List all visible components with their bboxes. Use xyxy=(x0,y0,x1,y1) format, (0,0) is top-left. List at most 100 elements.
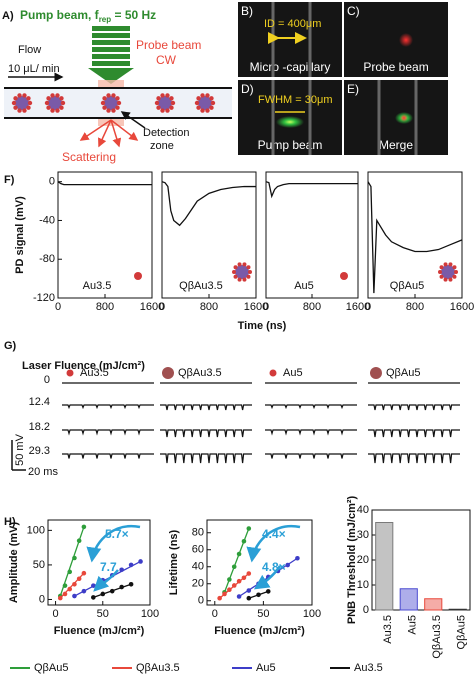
particle-dot xyxy=(115,96,120,101)
fluence-trace xyxy=(160,404,252,411)
trace xyxy=(265,181,358,199)
y-tick-label: 100 xyxy=(27,524,45,536)
point xyxy=(265,589,271,594)
ratio-arrow xyxy=(93,569,119,592)
particle-dot xyxy=(165,93,170,98)
particle-icon xyxy=(134,272,142,280)
point xyxy=(62,583,68,588)
particle-dot xyxy=(26,105,31,110)
legend-label: Au3.5 xyxy=(354,662,383,674)
fluence-trace xyxy=(62,453,154,459)
point xyxy=(217,595,222,601)
particle-dot xyxy=(448,277,453,282)
particle-dot xyxy=(17,93,22,98)
point xyxy=(241,575,247,581)
column-label: QβAu3.5 xyxy=(178,367,222,379)
fluence-title: Laser Fluence (mJ/cm²) xyxy=(22,360,145,372)
panel-label: H) xyxy=(4,516,16,528)
particle-dot xyxy=(232,270,236,274)
particle-core xyxy=(15,96,29,110)
x-tick-label: Au5 xyxy=(407,615,419,635)
particle-dot xyxy=(439,265,444,270)
x-tick-label: 1600 xyxy=(140,301,164,313)
fluence-trace xyxy=(62,429,154,436)
point xyxy=(67,569,73,575)
particle-icon xyxy=(441,265,455,279)
particle-dot xyxy=(156,96,161,101)
particle-dot xyxy=(46,96,51,101)
x-tick-label: 0 xyxy=(52,608,58,620)
image-caption: Probe beam xyxy=(363,60,428,74)
point xyxy=(227,587,232,592)
trace-label: QβAu5 xyxy=(390,280,424,292)
pump-stripe xyxy=(92,26,130,31)
point xyxy=(57,595,63,601)
point xyxy=(81,524,87,530)
panel-label: C) xyxy=(347,4,360,18)
particle-dot xyxy=(160,108,165,113)
fluence-trace xyxy=(265,453,357,459)
particle-dot xyxy=(11,100,17,106)
panel-label: B) xyxy=(241,4,253,18)
particle-core xyxy=(198,96,212,110)
fluence-trace xyxy=(368,404,460,411)
particle-dot xyxy=(237,277,242,282)
particle-dot xyxy=(200,108,205,113)
x-axis-label: Time (ns) xyxy=(238,320,287,332)
particle-dot xyxy=(27,100,33,106)
particle-dot xyxy=(59,96,64,101)
legend-label: Au5 xyxy=(256,662,276,674)
ratio-label: 4.4× xyxy=(262,527,286,541)
y-tick-label: 40 xyxy=(192,561,204,573)
ratio-label: 7.7 xyxy=(100,560,117,574)
pump-stripe xyxy=(92,47,130,52)
ratio-label: 5.7× xyxy=(105,527,129,541)
ratio-label: 4.8× xyxy=(262,560,286,574)
image-caption: Pump beam xyxy=(258,138,323,152)
legend-label: QβAu5 xyxy=(34,662,68,674)
scatter-arrow xyxy=(110,119,139,141)
point xyxy=(62,591,68,597)
point xyxy=(119,584,124,590)
y-tick-label: -80 xyxy=(39,253,55,265)
bar xyxy=(399,588,418,611)
fwhm-label: FWHM = 30μm xyxy=(258,94,332,106)
x-axis-label: Fluence (mJ/cm²) xyxy=(54,625,145,637)
particle-dot xyxy=(50,93,55,98)
scale-label-v: 50 mV xyxy=(14,433,26,465)
y-tick-label: 80 xyxy=(192,527,204,539)
particle-dot xyxy=(55,108,60,113)
particle-dot xyxy=(246,274,251,279)
particle-dot xyxy=(205,108,210,113)
detection-label: Detection xyxy=(143,127,189,139)
particle-dot xyxy=(233,265,238,270)
x-tick-label: 0 xyxy=(55,301,61,313)
point xyxy=(231,583,237,588)
y-axis-label: PD signal (mV) xyxy=(14,196,26,274)
scattering-label: Scattering xyxy=(62,150,116,164)
particle-dot xyxy=(50,108,55,113)
particle-dot xyxy=(100,100,106,106)
point xyxy=(91,583,96,588)
point xyxy=(236,594,242,599)
trace xyxy=(57,181,152,186)
point xyxy=(236,551,242,557)
y-tick-label: 10 xyxy=(357,579,369,591)
particle-dot xyxy=(210,100,216,106)
pump-stripe xyxy=(92,54,130,59)
particle-dot xyxy=(242,262,247,267)
particle-core xyxy=(48,96,62,110)
y-tick-label: 50 xyxy=(33,559,45,571)
particle-dot xyxy=(169,96,174,101)
point xyxy=(128,581,134,587)
fluence-trace xyxy=(265,404,357,410)
fluence-trace xyxy=(160,453,252,464)
particle-dot xyxy=(59,105,64,110)
flow-label: Flow xyxy=(18,44,41,56)
x-tick-label: 1600 xyxy=(450,301,474,313)
x-tick-label: 50 xyxy=(257,608,269,620)
particle-dot xyxy=(22,108,27,113)
column-label: Au5 xyxy=(283,367,303,379)
particle-dot xyxy=(209,96,214,101)
